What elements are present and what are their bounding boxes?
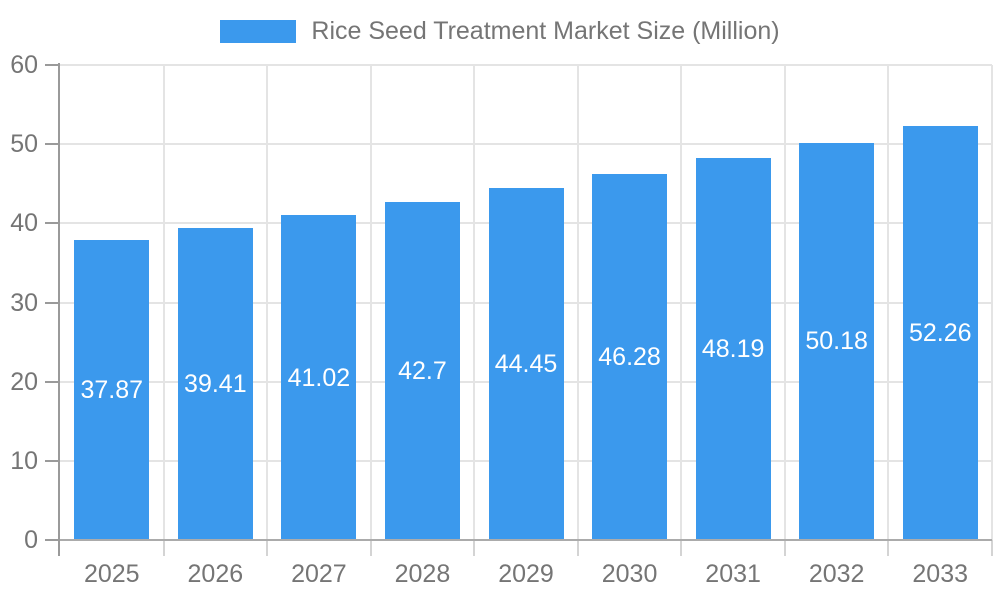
y-tick — [45, 380, 60, 383]
y-gridline — [60, 64, 992, 66]
x-gridline — [783, 65, 786, 540]
y-tick — [45, 222, 60, 225]
x-axis-line — [60, 539, 992, 541]
bar-2026[interactable] — [177, 228, 253, 540]
x-tick — [266, 540, 269, 556]
y-tick — [45, 459, 60, 462]
bar-2031[interactable] — [695, 158, 771, 540]
y-axis-label: 50 — [10, 130, 38, 159]
bar-value-label: 50.18 — [805, 327, 868, 356]
y-axis-line — [58, 63, 60, 556]
y-axis-label: 20 — [10, 367, 38, 396]
x-tick — [473, 540, 476, 556]
x-axis-label: 2025 — [83, 560, 140, 588]
x-axis-label: 2031 — [705, 560, 761, 588]
x-axis-label: 2026 — [187, 560, 244, 588]
bar-value-label: 44.45 — [494, 350, 558, 379]
x-gridline — [680, 65, 683, 540]
x-axis-label: 2033 — [912, 560, 969, 588]
x-tick — [680, 540, 683, 556]
legend-series-label: Rice Seed Treatment Market Size (Million… — [311, 17, 780, 45]
x-tick — [162, 540, 165, 556]
x-axis-label: 2028 — [394, 560, 451, 588]
x-axis-label: 2030 — [601, 560, 658, 588]
y-tick — [45, 539, 60, 541]
x-gridline — [887, 65, 890, 540]
bar-2033[interactable] — [902, 126, 978, 540]
x-axis-label: 2027 — [291, 560, 347, 588]
bar-2025[interactable] — [74, 240, 150, 540]
x-tick — [887, 540, 890, 556]
x-axis-label: 2029 — [498, 560, 554, 588]
bar-2029[interactable] — [488, 188, 564, 540]
bar-2030[interactable] — [592, 173, 668, 540]
x-tick — [369, 540, 372, 556]
x-gridline — [266, 65, 269, 540]
legend-swatch — [220, 20, 297, 43]
bar-2032[interactable] — [799, 142, 875, 540]
bar-value-label: 42.7 — [398, 356, 447, 385]
x-gridline — [369, 65, 372, 540]
legend-item[interactable]: Rice Seed Treatment Market Size (Million… — [220, 17, 780, 46]
x-gridline — [473, 65, 476, 540]
bar-value-label: 41.02 — [287, 363, 351, 392]
bar-2027[interactable] — [281, 215, 357, 540]
y-tick — [45, 143, 60, 146]
x-tick — [576, 540, 579, 556]
x-gridline — [162, 65, 165, 540]
y-axis-label: 0 — [24, 526, 38, 554]
bar-value-label: 48.19 — [701, 335, 765, 364]
bar-value-label: 37.87 — [80, 376, 144, 405]
bar-2028[interactable] — [384, 201, 460, 540]
x-tick — [991, 540, 993, 556]
y-axis-label: 30 — [10, 288, 38, 317]
y-axis-label: 10 — [10, 446, 38, 475]
bar-value-label: 52.26 — [908, 319, 972, 348]
x-axis-label: 2032 — [808, 560, 865, 588]
x-gridline — [576, 65, 579, 540]
y-axis-label: 40 — [10, 209, 38, 238]
y-gridline — [60, 143, 992, 146]
x-tick — [783, 540, 786, 556]
x-gridline — [991, 65, 993, 540]
y-tick — [45, 64, 60, 66]
legend: Rice Seed Treatment Market Size (Million… — [0, 17, 1000, 46]
bar-value-label: 39.41 — [184, 370, 247, 398]
y-tick — [45, 301, 60, 304]
y-axis-label: 60 — [10, 51, 38, 79]
bar-value-label: 46.28 — [598, 342, 661, 371]
